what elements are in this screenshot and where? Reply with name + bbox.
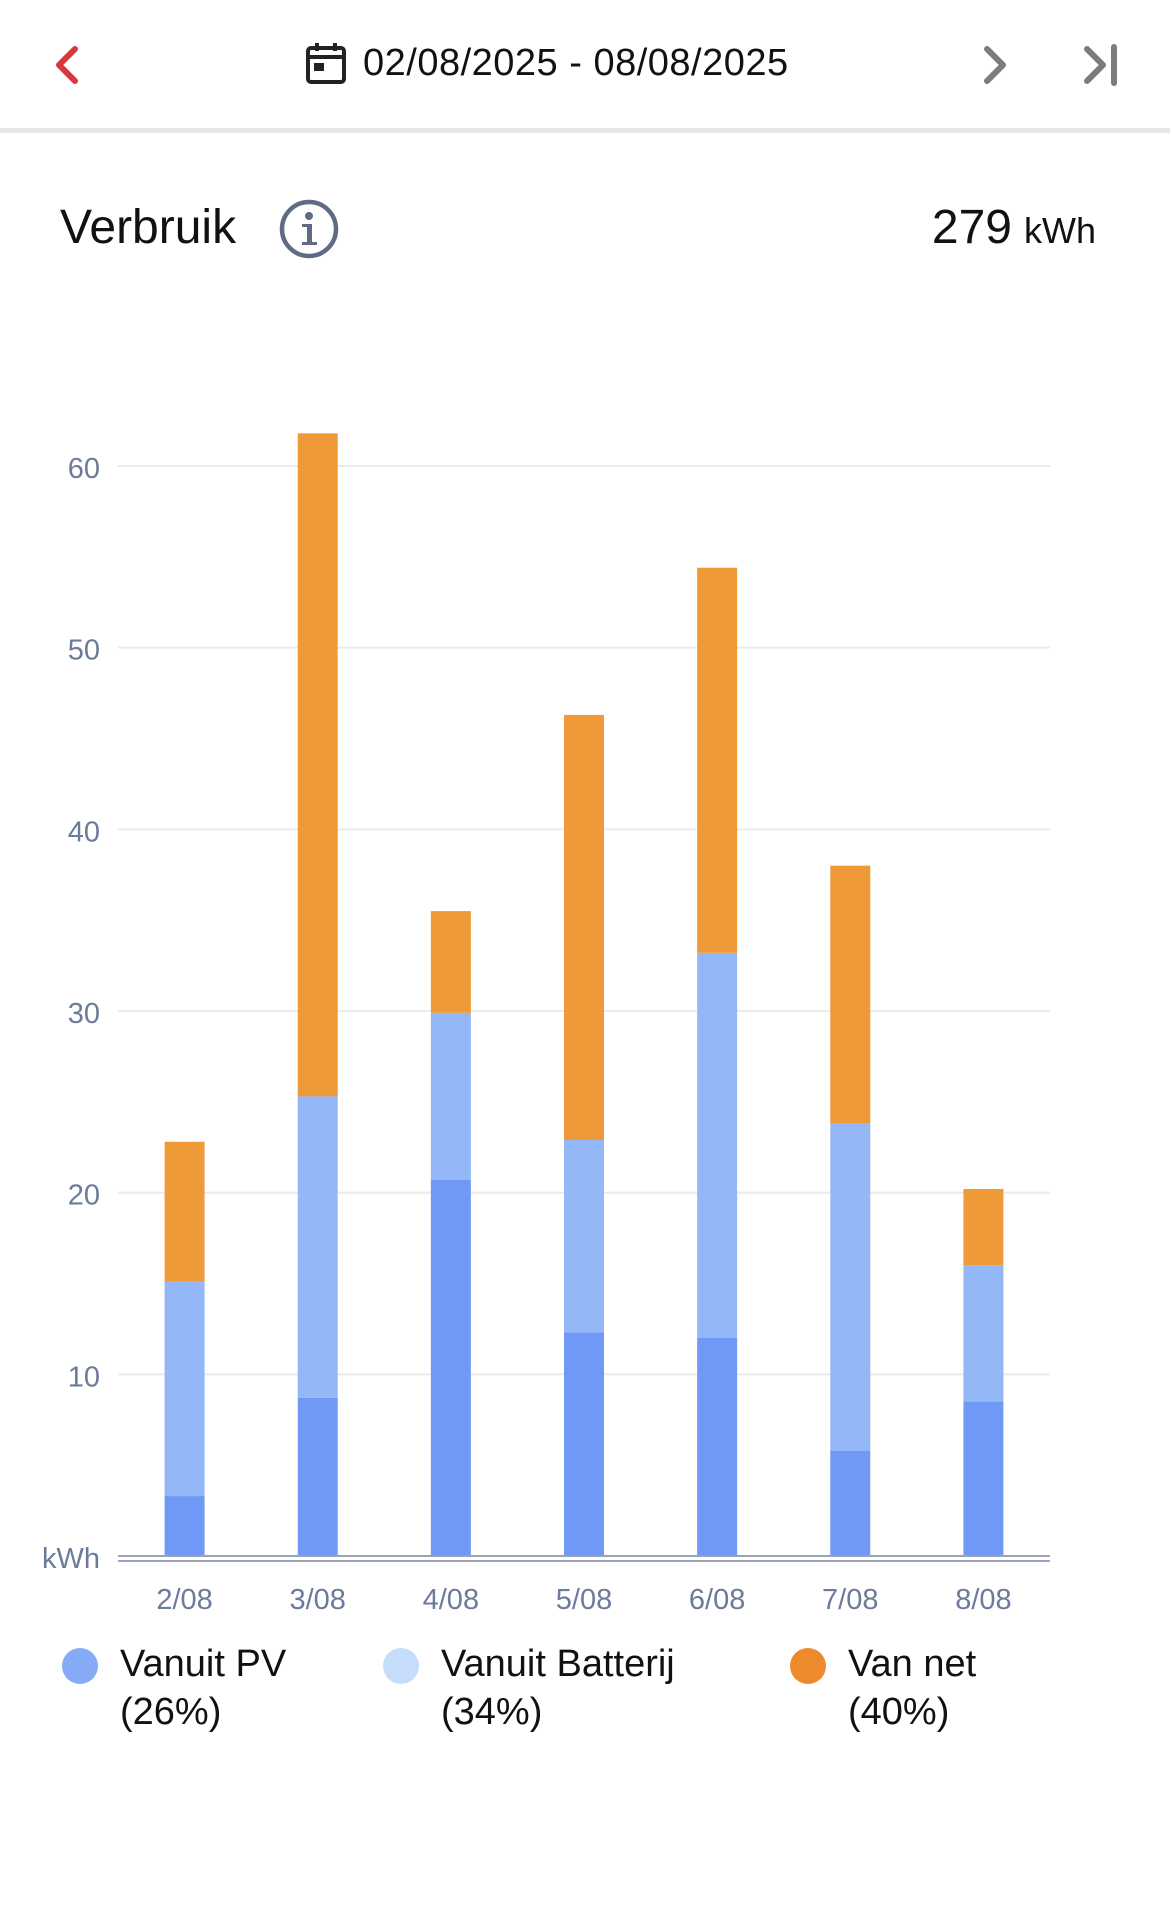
bar-segment-grid bbox=[430, 911, 471, 1013]
bar-segment-pv bbox=[697, 1338, 738, 1556]
y-axis-unit-label: kWh bbox=[42, 1543, 100, 1575]
bar-segment-battery bbox=[297, 1096, 338, 1398]
skip-to-end-icon bbox=[1084, 44, 1117, 86]
consumption-bar-chart: 10 20 30 40 50 60 kWh 2/08 3/08 4/08 5/08 6/08 7/08 8… bbox=[42, 433, 1050, 1616]
x-tick-label: 6/08 bbox=[689, 1584, 745, 1616]
chevron-left-icon bbox=[56, 46, 78, 84]
total-value: 279 bbox=[931, 201, 1012, 254]
legend-label-grid: Van net bbox=[848, 1643, 977, 1685]
bar-segment-grid bbox=[297, 433, 338, 1097]
x-tick-label: 8/08 bbox=[955, 1584, 1011, 1616]
bar-segment-grid bbox=[963, 1189, 1004, 1266]
legend-percent-battery: (34%) bbox=[441, 1691, 543, 1733]
date-navigation-bar: 02/08/2025 - 08/08/2025 bbox=[0, 0, 1170, 133]
legend-item-grid[interactable]: Van net (40%) bbox=[790, 1640, 976, 1736]
bar-segment-battery bbox=[430, 1012, 471, 1180]
last-period-button[interactable] bbox=[1066, 30, 1136, 100]
x-tick-label: 3/08 bbox=[289, 1584, 345, 1616]
legend-percent-grid: (40%) bbox=[848, 1691, 950, 1733]
bar-segment-grid bbox=[697, 567, 738, 953]
legend-item-pv[interactable]: Vanuit PV (26%) bbox=[62, 1640, 286, 1736]
x-tick-label: 7/08 bbox=[822, 1584, 878, 1616]
x-tick-label: 2/08 bbox=[156, 1584, 212, 1616]
bar-segment-pv bbox=[963, 1401, 1004, 1556]
y-tick-label: 50 bbox=[68, 635, 100, 667]
calendar-icon bbox=[306, 43, 346, 84]
legend-swatch-pv bbox=[62, 1648, 98, 1684]
legend-label-pv: Vanuit PV bbox=[120, 1643, 287, 1685]
y-tick-label: 30 bbox=[68, 998, 100, 1030]
legend-label-battery: Vanuit Batterij bbox=[441, 1643, 675, 1685]
y-tick-label: 10 bbox=[68, 1361, 100, 1393]
y-tick-label: 40 bbox=[68, 816, 100, 848]
bar-segment-grid bbox=[564, 714, 604, 1140]
bar-segment-pv bbox=[430, 1179, 471, 1556]
x-tick-label: 4/08 bbox=[423, 1584, 479, 1616]
total-unit: kWh bbox=[1024, 210, 1096, 251]
legend-swatch-battery bbox=[383, 1648, 419, 1684]
bar-segment-battery bbox=[963, 1265, 1004, 1402]
bar-segment-grid bbox=[164, 1141, 205, 1282]
bar-segment-battery bbox=[564, 1139, 604, 1333]
next-period-button[interactable] bbox=[960, 30, 1030, 100]
total-consumption: 279 kWh bbox=[932, 200, 1096, 255]
legend-item-battery[interactable]: Vanuit Batterij (34%) bbox=[383, 1640, 675, 1736]
previous-period-button[interactable] bbox=[32, 30, 102, 100]
bar-segment-pv bbox=[830, 1450, 871, 1556]
date-range-label: 02/08/2025 - 08/08/2025 bbox=[363, 41, 789, 84]
y-tick-label: 60 bbox=[68, 453, 100, 485]
bar-segment-battery bbox=[830, 1123, 871, 1451]
y-tick-label: 20 bbox=[68, 1180, 100, 1212]
bar-segment-grid bbox=[830, 865, 871, 1124]
info-button[interactable] bbox=[278, 198, 340, 260]
legend-percent-pv: (26%) bbox=[120, 1691, 222, 1733]
legend-swatch-grid bbox=[790, 1648, 826, 1684]
x-tick-label: 5/08 bbox=[556, 1584, 612, 1616]
bar-segment-pv bbox=[164, 1496, 205, 1556]
bar-segment-battery bbox=[164, 1281, 205, 1497]
section-title: Verbruik bbox=[60, 201, 237, 254]
info-icon bbox=[279, 199, 339, 259]
bar-segment-pv bbox=[564, 1332, 604, 1556]
chevron-right-icon bbox=[984, 46, 1006, 84]
date-range-picker[interactable]: 02/08/2025 - 08/08/2025 bbox=[305, 28, 789, 98]
bar-segment-pv bbox=[297, 1397, 338, 1556]
bar-segment-battery bbox=[697, 952, 738, 1338]
